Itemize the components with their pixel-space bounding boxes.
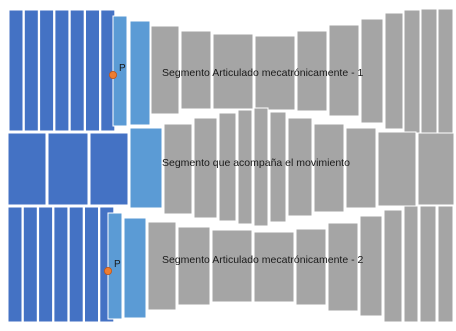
segment-1-gray-block <box>420 8 438 135</box>
segment-3-dark-block <box>53 206 69 323</box>
segment-2-gray-block <box>253 107 269 227</box>
segment-2-gray-block <box>269 111 287 223</box>
segment-1-gray-block <box>437 8 454 135</box>
segment-1-dark-block <box>54 9 70 132</box>
segment-3-gray-block <box>177 226 211 306</box>
segment-3-light-block <box>123 217 147 319</box>
segment-2-gray-block <box>377 131 417 207</box>
segment-3-gray-block <box>383 209 403 323</box>
segment-2-gray-block <box>345 127 377 209</box>
segment-2-gray-block <box>237 109 253 225</box>
segment-1-dark-block <box>39 9 55 132</box>
point-1-marker <box>109 71 118 80</box>
segment-2-gray-block <box>313 123 345 213</box>
segment-label-1: Segmento Articulado mecatrónicamente - 1 <box>162 67 364 79</box>
segment-1-gray-block <box>403 9 421 134</box>
segment-2-gray-block <box>193 117 218 219</box>
segment-1-gray-block <box>254 35 296 111</box>
segment-3-dark-block <box>84 206 99 323</box>
segment-3-gray-block <box>327 222 359 312</box>
segment-1-dark-block <box>8 9 24 132</box>
segment-1-gray-block <box>328 24 360 117</box>
segment-3-dark-block <box>68 206 84 323</box>
segment-1-gray-block <box>212 33 254 110</box>
segment-3-gray-block <box>295 228 327 306</box>
segment-3-dark-block <box>22 206 38 323</box>
segment-1-gray-block <box>180 30 212 110</box>
segment-2-dark-block <box>47 132 89 206</box>
segment-1-gray-block <box>150 25 180 115</box>
segment-1-light-block <box>112 15 128 127</box>
segment-1-dark-block <box>69 9 85 132</box>
segment-2-gray-block <box>287 117 313 217</box>
segment-3-gray-block <box>359 215 383 317</box>
segment-2-gray-block <box>163 123 193 215</box>
segment-1-gray-block <box>384 12 404 130</box>
segment-label-2: Segmento que acompaña el movimiento <box>162 157 350 169</box>
segment-3-gray-block <box>211 229 253 303</box>
segment-1-light-block <box>129 20 151 126</box>
segment-3-gray-block <box>419 205 437 323</box>
segment-1-dark-block <box>23 9 39 132</box>
segment-3-gray-block <box>253 231 295 303</box>
segment-1-dark-block <box>85 9 100 132</box>
segment-label-3: Segmento Articulado mecatrónicamente - 2 <box>162 254 364 266</box>
segment-3-dark-block <box>7 206 23 323</box>
segment-3-gray-block <box>403 205 419 323</box>
segment-2-dark-block <box>7 132 47 206</box>
segment-2-gray-block <box>218 112 237 222</box>
segment-1-gray-block <box>296 30 328 112</box>
segment-3-light-block <box>107 212 123 320</box>
point-label-1: P <box>119 63 126 74</box>
segment-1-gray-block <box>360 18 384 124</box>
segment-2-light-block <box>129 127 163 209</box>
segment-3-dark-block <box>38 206 54 323</box>
segment-3-gray-block <box>147 221 177 311</box>
point-label-2: P <box>114 259 121 270</box>
segment-2-gray-block <box>417 132 455 206</box>
segment-3-gray-block <box>437 205 454 323</box>
segment-2-dark-block <box>89 132 129 206</box>
point-2-marker <box>104 266 113 275</box>
